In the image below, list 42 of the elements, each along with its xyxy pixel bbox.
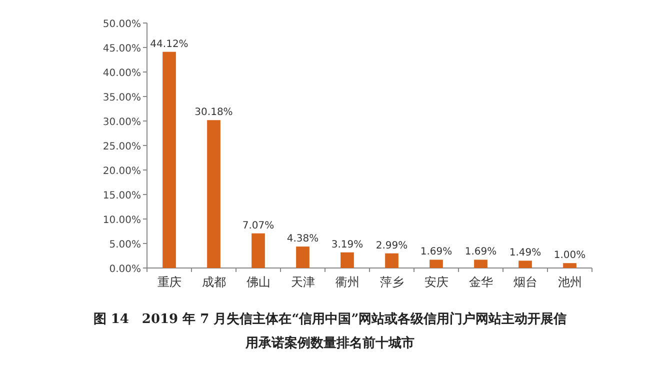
data-label: 3.19% <box>331 239 364 250</box>
y-tick-label: 10.00% <box>102 215 141 226</box>
y-tick-label: 25.00% <box>102 142 141 152</box>
bar <box>474 260 488 268</box>
x-tick-label: 佛山 <box>246 275 270 289</box>
x-tick-label: 萍乡 <box>380 275 404 289</box>
data-label: 44.12% <box>150 38 188 50</box>
bar <box>207 120 220 268</box>
x-tick-label: 衢州 <box>335 275 360 289</box>
y-tick-label: 40.00% <box>102 68 141 79</box>
y-tick-label: 5.00% <box>109 240 141 250</box>
data-label: 4.38% <box>286 234 319 245</box>
data-label: 2.99% <box>376 240 408 252</box>
data-label: 30.18% <box>194 107 233 118</box>
bar <box>296 246 310 268</box>
data-label: 1.69% <box>420 246 452 258</box>
bar <box>430 260 443 268</box>
bar <box>563 263 576 268</box>
x-tick-label: 天津 <box>290 275 315 289</box>
x-tick-label: 成都 <box>202 275 226 289</box>
bar <box>518 260 532 268</box>
data-label: 1.00% <box>554 250 586 262</box>
x-tick-label: 烟台 <box>513 275 538 289</box>
y-tick-label: 0.00% <box>109 264 141 275</box>
data-label: 1.49% <box>509 248 542 259</box>
bar <box>162 52 176 268</box>
text: 图 14 2019 年 7 月失信主体在“信用中国”网站或各级信用门户网站主动开展信用承诺案例数量排名前十城市 <box>92 310 568 353</box>
y-tick-label: 15.00% <box>102 190 141 202</box>
bar <box>340 252 354 268</box>
bar <box>252 233 265 268</box>
x-tick-label: 安庆 <box>424 275 448 289</box>
bar <box>385 253 398 268</box>
y-tick-label: 50.00% <box>102 19 141 30</box>
data-label: 1.69% <box>464 246 497 258</box>
y-tick-label: 35.00% <box>102 92 141 104</box>
x-tick-label: 池州 <box>558 275 582 289</box>
y-tick-label: 30.00% <box>102 117 141 128</box>
data-label: 7.07% <box>242 220 274 232</box>
x-tick-label: 金华 <box>468 275 493 289</box>
y-tick-label: 20.00% <box>102 166 141 177</box>
y-tick-label: 45.00% <box>102 44 141 54</box>
x-tick-label: 重庆 <box>157 275 182 289</box>
